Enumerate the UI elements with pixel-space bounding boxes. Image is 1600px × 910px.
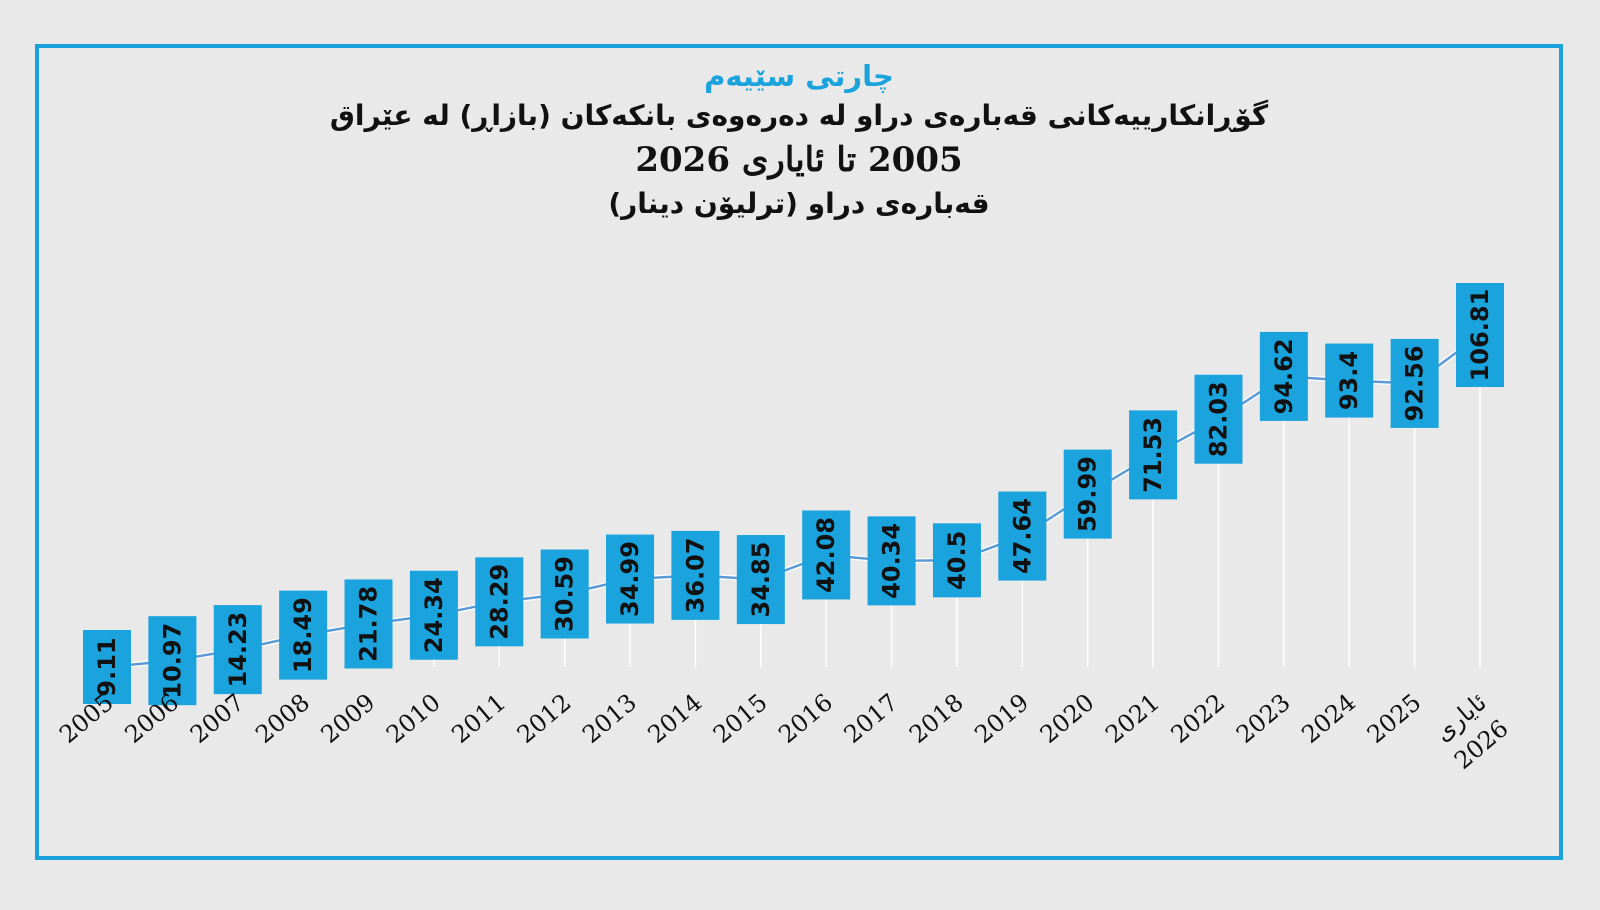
data-label-box (83, 630, 131, 704)
data-label: 18.49 (279, 590, 328, 680)
x-tick-label: 2016 (773, 688, 838, 749)
data-label: 34.99 (606, 534, 655, 624)
data-label-box (1063, 449, 1112, 539)
data-label-box (1194, 374, 1243, 464)
x-tick-label: 2019 (969, 688, 1034, 749)
data-label: 30.59 (540, 549, 589, 639)
chart-title: گۆڕانکارییەکانی قەبارەی دراو لە دەرەوەی … (329, 99, 1269, 133)
data-label: 59.99 (1063, 449, 1112, 539)
data-label: 34.85 (736, 535, 785, 625)
data-label-value: 106.81 (1466, 289, 1494, 382)
data-label: 10.97 (148, 616, 197, 706)
x-tick-label: 2014 (642, 688, 707, 749)
data-label-value: 10.97 (158, 623, 186, 699)
data-label-box (932, 523, 981, 598)
data-label-value: 92.56 (1401, 345, 1429, 421)
data-label-value: 47.64 (1008, 498, 1036, 574)
data-label: 14.23 (213, 605, 262, 695)
x-axis-labels: 2005 2006 2007 2008 2009 2010 2011 2012 2013 2014… (54, 688, 1514, 775)
x-tick-label: 2009 (316, 688, 381, 749)
data-label: 36.07 (671, 530, 720, 620)
chart-number-label: چارتی سێیەم (704, 59, 894, 93)
x-tick-label: 2024 (1296, 688, 1361, 749)
data-label-box (213, 605, 262, 695)
data-label-value: 21.78 (355, 586, 383, 662)
chart-period: 2005 تا ئایاری 2026 (635, 140, 963, 181)
data-label-box (1325, 343, 1374, 418)
x-tick-label: 2021 (1100, 688, 1165, 749)
data-label-box (279, 590, 328, 680)
data-label-box (344, 579, 393, 669)
data-label: 106.81 (1456, 283, 1504, 387)
data-label-box (540, 549, 589, 639)
data-label-box (1456, 283, 1504, 387)
data-label: 94.62 (1259, 331, 1308, 421)
data-label-box (1129, 410, 1178, 500)
data-label-box (802, 510, 851, 600)
data-label-box (736, 535, 785, 625)
data-label: 9.11 (83, 630, 131, 704)
x-tick-label: 2012 (512, 688, 577, 749)
x-tick-label: 2011 (446, 688, 511, 749)
data-label-box (1390, 338, 1439, 428)
x-tick-label: 2013 (577, 688, 642, 749)
data-label: 82.03 (1194, 374, 1243, 464)
data-label-value: 40.5 (943, 531, 971, 590)
data-label-value: 42.08 (812, 517, 840, 593)
x-tick-label: 2017 (839, 688, 904, 749)
data-label-value: 93.4 (1335, 351, 1363, 410)
series-line (105, 333, 1482, 669)
data-label: 42.08 (802, 510, 851, 600)
data-label-value: 14.23 (224, 612, 252, 688)
data-label-box (671, 530, 720, 620)
chart-unit: قەبارەی دراو (ترلیۆن دینار) (608, 186, 990, 220)
data-label-box (1259, 331, 1308, 421)
data-label: 24.34 (409, 570, 458, 660)
data-label-box (606, 534, 655, 624)
data-labels: 9.11 10.97 14.23 18.49 21.78 24.34 28.29 30.59 3… (83, 283, 1504, 706)
x-tick-label: 2015 (708, 688, 773, 749)
data-label-value: 36.07 (681, 537, 709, 613)
data-label-value: 34.85 (747, 542, 775, 618)
data-label: 21.78 (344, 579, 393, 669)
data-label-value: 59.99 (1074, 456, 1102, 532)
data-label-value: 82.03 (1204, 381, 1232, 457)
data-label: 93.4 (1325, 343, 1374, 418)
data-label: 28.29 (475, 557, 524, 647)
x-tick-label: 2023 (1231, 688, 1296, 749)
data-label-value: 28.29 (485, 564, 513, 640)
x-tick-label: 2020 (1035, 688, 1100, 749)
data-label-box (409, 570, 458, 660)
data-label-value: 71.53 (1139, 417, 1167, 493)
chart-titles: چارتی سێیەم گۆڕانکارییەکانی قەبارەی دراو… (35, 58, 1563, 221)
data-label-value: 34.99 (616, 541, 644, 617)
x-tick-label: 2008 (250, 688, 315, 749)
data-label-value: 18.49 (289, 597, 317, 673)
data-label-box (475, 557, 524, 647)
x-tick-label: 2018 (904, 688, 969, 749)
data-label-value: 94.62 (1270, 338, 1298, 414)
data-label: 47.64 (998, 491, 1047, 581)
x-tick-label: 2025 (1362, 688, 1427, 749)
data-label: 40.5 (932, 523, 981, 598)
data-label-value: 30.59 (551, 556, 579, 632)
data-label-box (867, 516, 916, 606)
x-tick-label: ئایاری2026 (1427, 688, 1514, 775)
x-tick-label: 2022 (1166, 688, 1231, 749)
x-tick-label: 2010 (381, 688, 446, 749)
data-label-box (148, 616, 197, 706)
data-label-box (998, 491, 1047, 581)
data-label: 92.56 (1390, 338, 1439, 428)
chart-frame (35, 44, 1563, 860)
data-label-value: 9.11 (93, 637, 121, 696)
data-label: 71.53 (1129, 410, 1178, 500)
data-label-value: 40.34 (878, 523, 906, 599)
data-label: 40.34 (867, 516, 916, 606)
data-label-value: 24.34 (420, 577, 448, 653)
